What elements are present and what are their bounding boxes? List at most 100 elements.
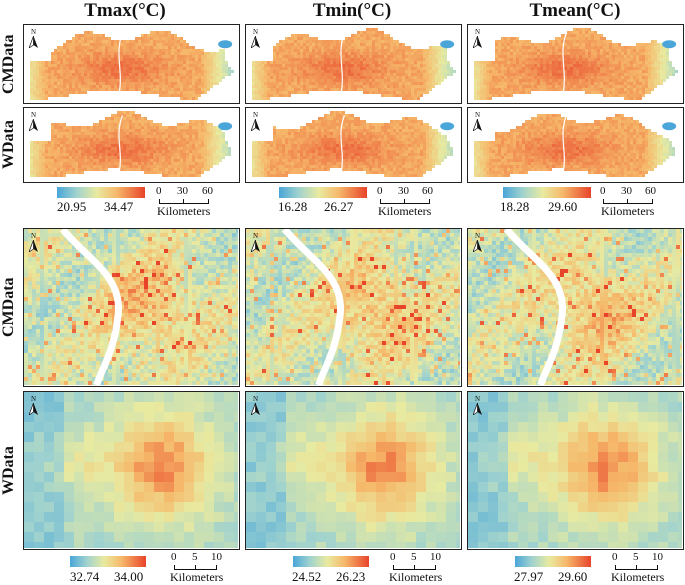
lake-water — [218, 122, 233, 131]
scale-tick-2: 60 — [645, 185, 656, 197]
lake-water — [218, 40, 233, 49]
legend-min-value: 27.97 — [514, 569, 544, 584]
temperature-raster — [252, 28, 456, 100]
temperature-raster — [252, 111, 453, 177]
scale-tick-1: 5 — [633, 551, 639, 563]
scale-tick-2: 10 — [211, 551, 222, 563]
scale-tick-0: 0 — [156, 185, 162, 197]
river-line — [339, 32, 346, 99]
scale-tick-2: 10 — [430, 551, 441, 563]
scale-unit: Kilometers — [378, 204, 432, 218]
scale-unit: Kilometers — [170, 570, 224, 584]
legend-min-value: 32.74 — [70, 569, 100, 584]
color-ramp — [293, 556, 369, 567]
scale-unit: Kilometers — [157, 204, 211, 218]
row-label-region-cmdata: CMData — [0, 34, 17, 94]
lake-water — [662, 40, 677, 49]
temperature-raster — [468, 392, 682, 548]
scale-tick-0: 0 — [612, 551, 618, 563]
north-arrow-icon: N — [28, 232, 39, 254]
legend-min-value: 16.28 — [278, 199, 308, 214]
scale-unit: Kilometers — [611, 570, 665, 584]
map-city-wdata-tmax: N — [23, 391, 240, 550]
temperature-raster — [30, 31, 234, 100]
north-arrow-icon: N — [250, 232, 261, 254]
map-city-wdata-tmean: N — [467, 391, 684, 550]
map-region-cmdata-tmax: N — [23, 24, 240, 104]
map-city-cmdata-tmean: N — [467, 228, 684, 387]
temperature-raster — [30, 111, 231, 177]
river-line — [561, 115, 567, 178]
legend-max-value: 26.23 — [336, 569, 366, 584]
row-label-city-wdata: WData — [0, 446, 17, 496]
column-title-tmean: Tmean(°C) — [529, 0, 621, 21]
scale-mid-tick — [195, 565, 196, 570]
north-arrow-icon: N — [28, 111, 39, 133]
scale-tick-2: 10 — [652, 551, 663, 563]
temperature-raster — [24, 392, 238, 548]
north-arrow-icon: N — [250, 111, 261, 133]
map-region-cmdata-tmean: N — [467, 24, 684, 104]
scale-tick-1: 5 — [192, 551, 198, 563]
north-arrow-icon: N — [250, 395, 261, 417]
scale-unit: Kilometers — [389, 570, 443, 584]
map-region-cmdata-tmin: N — [245, 24, 462, 104]
row-label-region-wdata: WData — [0, 120, 17, 170]
color-ramp — [279, 187, 367, 198]
scale-tick-1: 30 — [177, 185, 188, 197]
scale-tick-0: 0 — [377, 185, 383, 197]
scale-tick-0: 0 — [171, 551, 177, 563]
color-ramp — [70, 556, 146, 567]
scale-mid-tick — [414, 565, 415, 570]
lake-water — [440, 122, 455, 131]
legend-max-value: 34.47 — [104, 199, 134, 214]
scale-tick-2: 60 — [422, 185, 433, 197]
river-line — [339, 115, 345, 178]
scale-mid-tick — [636, 565, 637, 570]
river-line — [503, 229, 566, 385]
column-title-tmax: Tmax(°C) — [84, 0, 166, 21]
river-line — [117, 32, 124, 99]
scale-tick-1: 30 — [621, 185, 632, 197]
legend-min-value: 18.28 — [500, 199, 530, 214]
temperature-raster — [468, 229, 682, 385]
legend-max-value: 29.60 — [548, 199, 578, 214]
scale-mid-tick — [627, 199, 628, 204]
north-arrow-icon: N — [472, 111, 483, 133]
scale-tick-1: 30 — [398, 185, 409, 197]
scale-tick-0: 0 — [600, 185, 606, 197]
scale-line — [603, 199, 653, 204]
north-arrow-icon: N — [472, 28, 483, 50]
north-arrow-icon: N — [28, 395, 39, 417]
north-arrow-icon: N — [472, 232, 483, 254]
row-label-city-cmdata: CMData — [0, 277, 17, 337]
river-line — [59, 229, 122, 385]
legend-max-value: 34.00 — [114, 569, 144, 584]
river-line — [561, 32, 568, 99]
scale-mid-tick — [183, 199, 184, 204]
temperature-raster — [246, 392, 460, 548]
legend-max-value: 29.60 — [558, 569, 588, 584]
legend-max-value: 26.27 — [324, 199, 354, 214]
color-ramp — [57, 187, 145, 198]
lake-water — [440, 40, 455, 49]
map-city-cmdata-tmax: N — [23, 228, 240, 387]
color-ramp — [503, 187, 591, 198]
temperature-raster — [24, 229, 238, 385]
scale-tick-1: 5 — [411, 551, 417, 563]
legend-min-value: 20.95 — [57, 199, 87, 214]
map-region-wdata-tmin: N — [245, 107, 462, 183]
north-arrow-icon: N — [28, 28, 39, 50]
lake-water — [662, 122, 677, 131]
color-ramp — [515, 556, 591, 567]
temperature-raster — [474, 114, 675, 177]
map-city-cmdata-tmin: N — [245, 228, 462, 387]
river-line — [117, 115, 123, 178]
map-region-wdata-tmean: N — [467, 107, 684, 183]
map-region-wdata-tmax: N — [23, 107, 240, 183]
scale-line — [380, 199, 430, 204]
scale-mid-tick — [404, 199, 405, 204]
temperature-raster — [474, 28, 678, 100]
scale-tick-2: 60 — [202, 185, 213, 197]
legend-min-value: 24.52 — [292, 569, 322, 584]
